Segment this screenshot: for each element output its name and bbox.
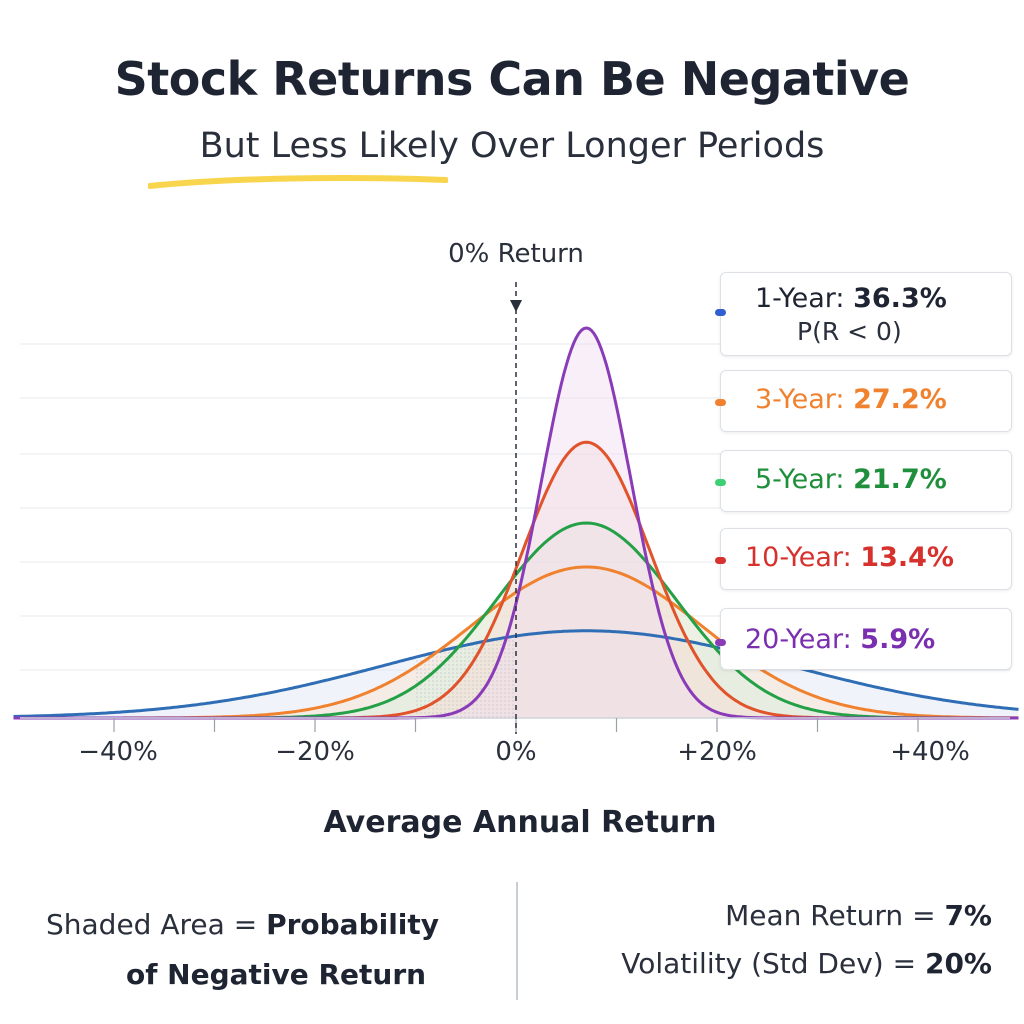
chart-title: Stock Returns Can Be Negative: [114, 52, 910, 106]
zero-return-arrow-icon: [510, 300, 522, 312]
x-axis-tick-labels: −40% −20% 0% +20% +40%: [78, 737, 970, 767]
x-tick-label: 0%: [495, 737, 536, 767]
zero-reference: 0% Return: [448, 239, 584, 734]
footer-shaded-bold-2: of Negative Return: [126, 958, 427, 991]
legend-item-3-year: 3-Year: 27.2%: [715, 370, 1012, 432]
x-tick-label: −20%: [275, 737, 355, 767]
zero-return-label: 0% Return: [448, 239, 584, 269]
area-5-year: [13, 523, 1019, 718]
x-axis-title: Average Annual Return: [323, 805, 717, 840]
legend-label-1-year: 1-Year: 36.3%: [755, 283, 947, 314]
legend-dot-3-year: [715, 399, 726, 406]
legend-label-5-year: 5-Year: 21.7%: [755, 464, 947, 495]
distribution-chart: 0% Return −40% −20% 0% +20% +40%: [13, 239, 1019, 767]
footer-parameters: Mean Return = 7% Volatility (Std Dev) = …: [540, 892, 992, 988]
footer-shaded-area-note: Shaded Area = Probability of Negative Re…: [46, 900, 486, 1000]
legend-label-3-year: 3-Year: 27.2%: [755, 384, 947, 415]
footer-mean-label: Mean Return =: [725, 899, 936, 932]
legend-label-10-year: 10-Year: 13.4%: [745, 542, 954, 573]
legend-item-5-year: 5-Year: 21.7%: [715, 450, 1012, 512]
legend-dot-20-year: [715, 639, 726, 646]
legend-dot-1-year: [715, 309, 726, 316]
subtitle-underline-highlight: [148, 175, 448, 189]
footer-volatility-label: Volatility (Std Dev) =: [621, 947, 917, 980]
x-axis: [20, 717, 1010, 732]
footer-shaded-prefix: Shaded Area =: [46, 908, 258, 941]
legend-dot-10-year: [715, 557, 726, 564]
legend-label-20-year: 20-Year: 5.9%: [745, 624, 936, 655]
x-tick-label: +40%: [890, 737, 970, 767]
footer-mean-value: 7%: [944, 899, 992, 932]
footer-volatility-value: 20%: [924, 947, 992, 980]
legend-item-10-year: 10-Year: 13.4%: [715, 528, 1012, 590]
footer-divider: [516, 882, 518, 1000]
legend-item-20-year: 20-Year: 5.9%: [715, 608, 1012, 670]
x-tick-label: −40%: [78, 737, 158, 767]
legend-dot-5-year: [715, 479, 726, 486]
footer-shaded-bold-1: Probability: [266, 908, 440, 941]
legend-item-1-year: 1-Year: 36.3% P(R < 0): [715, 272, 1012, 356]
x-tick-label: +20%: [677, 737, 757, 767]
legend-sublabel-probability: P(R < 0): [797, 317, 902, 346]
chart-subtitle: But Less Likely Over Longer Periods: [199, 126, 825, 166]
